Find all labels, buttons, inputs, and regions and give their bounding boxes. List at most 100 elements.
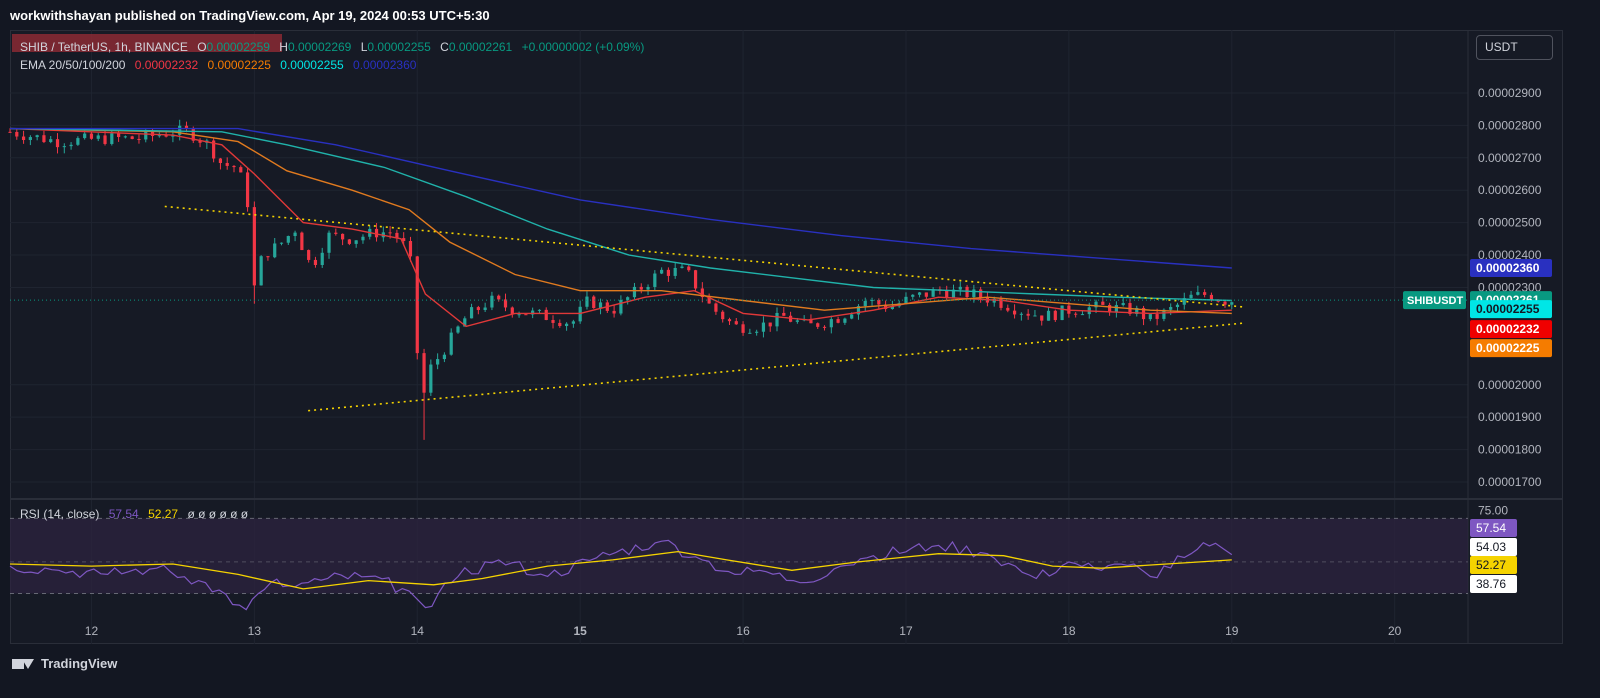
candle-body: [632, 286, 637, 298]
ema-line-ema200: [10, 127, 1232, 269]
candle-body: [1026, 313, 1030, 316]
candle-body: [612, 310, 616, 314]
candle-body: [239, 167, 243, 173]
candle-body: [483, 307, 487, 311]
candle-body: [273, 243, 277, 258]
candle-body: [714, 303, 718, 312]
candle-body: [62, 146, 66, 148]
candle-body: [693, 270, 698, 289]
ema-line-ema100: [9, 127, 1232, 302]
candle-body: [843, 318, 847, 323]
rsi-title[interactable]: RSI (14, close): [20, 507, 100, 521]
trendline-lower[interactable]: [308, 322, 1244, 412]
tradingview-brand[interactable]: TradingView: [12, 656, 117, 671]
y-tick-label: 0.00001700: [1478, 475, 1542, 489]
candle-body: [524, 314, 528, 316]
candle-body: [130, 136, 134, 139]
candle-body: [374, 228, 379, 238]
candle-body: [1101, 301, 1105, 305]
candle-body: [456, 326, 460, 333]
candle-body: [999, 298, 1003, 308]
close-value: 0.00002261: [448, 40, 513, 54]
candle-body: [1033, 315, 1037, 317]
candle-body: [992, 298, 996, 303]
candle-body: [354, 240, 358, 244]
candle-body: [856, 306, 861, 315]
candle-body: [1189, 294, 1193, 299]
rsi-line: [9, 539, 1233, 611]
candle-body: [1203, 292, 1207, 295]
ema-line-ema50: [9, 127, 1232, 315]
candle-body: [531, 310, 535, 315]
candle-body: [822, 326, 827, 328]
price-label-tag: [1470, 320, 1552, 339]
candle-body: [877, 300, 881, 305]
candle-body: [755, 331, 759, 333]
candle-body: [727, 319, 732, 322]
y-tick-label: 0.00002000: [1478, 378, 1542, 392]
candle-body: [28, 137, 32, 141]
candle-body: [585, 296, 589, 307]
rsi-null-values: ø ø ø ø ø ø: [187, 507, 249, 521]
close-label: C: [440, 40, 449, 54]
candle-body: [76, 138, 80, 145]
brand-name: TradingView: [41, 656, 118, 671]
y-tick-label: 0.00002600: [1478, 183, 1542, 197]
candle-body: [178, 125, 182, 135]
rsi-label-text: 57.54: [1476, 521, 1506, 535]
trendline-upper[interactable]: [164, 205, 1244, 308]
candle-body: [8, 131, 12, 133]
candle-body: [1121, 303, 1125, 306]
price-label-text: 0.00002360: [1476, 261, 1540, 275]
rsi-level-label: 75.00: [1478, 503, 1508, 517]
candle-body: [707, 297, 711, 304]
candle-body: [958, 286, 962, 290]
candle-body: [558, 322, 562, 327]
price-label-text: 0.00002225: [1476, 341, 1540, 355]
candle-body: [721, 311, 725, 320]
candle-body: [157, 135, 161, 137]
candle-body: [96, 135, 100, 139]
candle-body: [408, 240, 413, 257]
candle-body: [687, 266, 691, 271]
candle-body: [646, 286, 650, 290]
candle-body: [680, 266, 684, 268]
currency-button[interactable]: USDT: [1476, 35, 1553, 60]
y-tick-label: 0.00002300: [1478, 280, 1542, 294]
candle-body: [1019, 313, 1023, 315]
candle-body: [917, 292, 922, 295]
candle-body: [110, 133, 114, 144]
candle-body: [476, 307, 480, 311]
y-tick-label: 0.00002900: [1478, 86, 1542, 100]
candle-body: [1223, 301, 1227, 305]
candle-body: [1209, 294, 1214, 301]
candle-body: [1182, 298, 1186, 305]
candle-body: [340, 233, 345, 240]
candle-body: [1169, 307, 1173, 310]
price-label-text: 0.00002232: [1476, 322, 1540, 336]
candle-body: [517, 314, 521, 316]
candle-body: [598, 302, 603, 308]
candle-body: [619, 299, 623, 314]
candle-body: [653, 273, 657, 287]
candle-body: [863, 300, 867, 307]
candle-body: [951, 289, 956, 298]
candle-body: [700, 288, 704, 298]
rsi-ma-value: 52.27: [148, 507, 179, 521]
candle-body: [1162, 309, 1166, 319]
candle-body: [347, 239, 351, 244]
candle-body: [503, 299, 508, 308]
candle-body: [212, 140, 216, 159]
open-value: 0.00002259: [206, 40, 270, 54]
y-tick-label: 0.00002800: [1478, 118, 1542, 132]
candle-body: [327, 232, 331, 253]
candle-body: [564, 323, 569, 327]
rsi-label-tag: [1470, 538, 1517, 556]
candle-body: [429, 364, 433, 393]
candle-body: [782, 312, 786, 316]
candle-body: [551, 319, 555, 323]
ema-title[interactable]: EMA 20/50/100/200: [20, 58, 126, 72]
symbol-name[interactable]: SHIB / TetherUS, 1h, BINANCE: [20, 40, 188, 54]
candle-body: [1046, 310, 1051, 321]
